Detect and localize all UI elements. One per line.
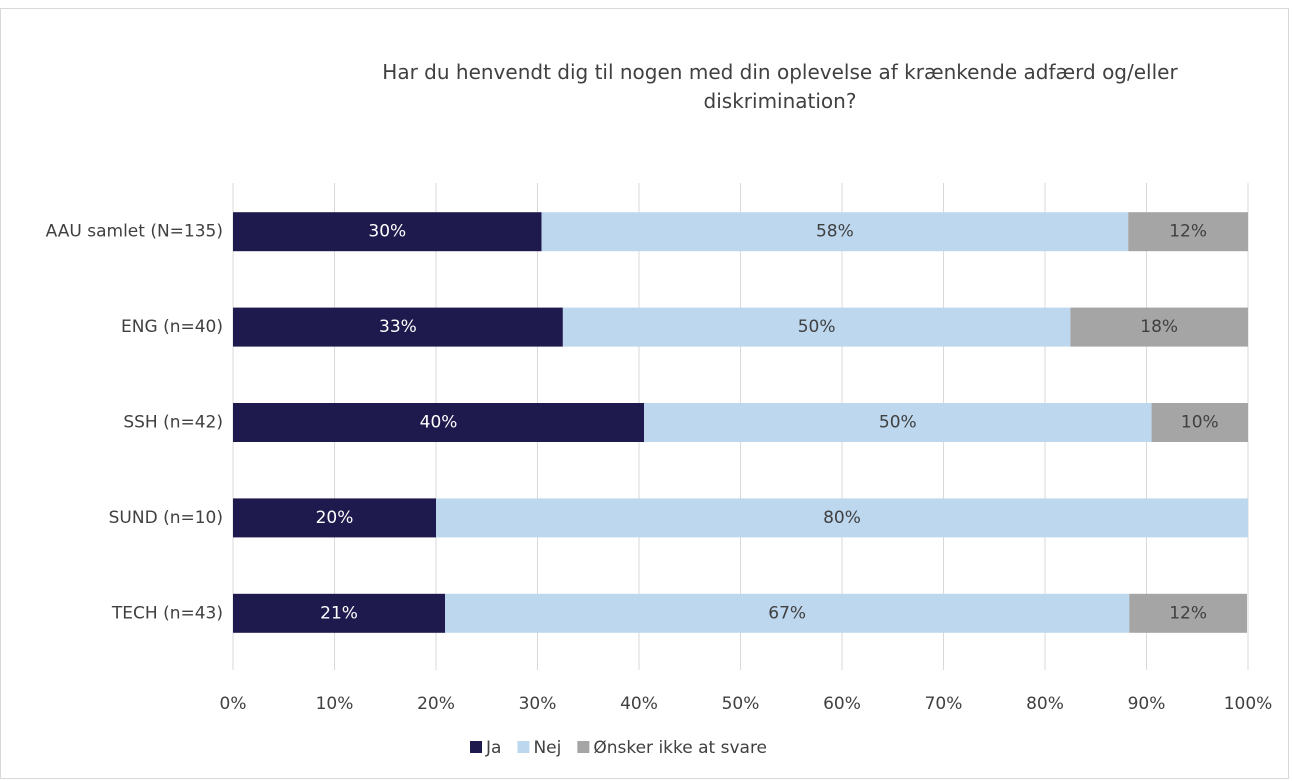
bar-segment	[541, 212, 1129, 252]
data-label: 50%	[879, 413, 917, 433]
bar-segment	[233, 212, 542, 252]
bar-segment	[1129, 593, 1247, 633]
data-label: 12%	[1169, 222, 1207, 242]
y-tick-label: AAU samlet (N=135)	[46, 222, 223, 242]
bar-segment	[436, 498, 1248, 538]
y-tick-label: TECH (n=43)	[111, 603, 223, 623]
x-tick-label: 80%	[1026, 694, 1064, 714]
x-tick-label: 50%	[722, 694, 760, 714]
y-tick-label: SUND (n=10)	[109, 508, 223, 528]
bar-segment	[233, 593, 446, 633]
data-label: 33%	[379, 317, 417, 337]
bar-segment	[1070, 307, 1248, 347]
data-label: 12%	[1169, 603, 1207, 623]
data-label: 21%	[320, 603, 358, 623]
x-tick-label: 20%	[417, 694, 455, 714]
x-tick-label: 60%	[823, 694, 861, 714]
data-label: 10%	[1181, 413, 1219, 433]
legend-label: Nej	[533, 738, 561, 758]
x-tick-label: 10%	[316, 694, 354, 714]
data-label: 50%	[798, 317, 836, 337]
legend-swatch	[517, 741, 530, 753]
chart-frame	[0, 8, 1289, 779]
chart-title: Har du henvendt dig til nogen med din op…	[382, 60, 1178, 113]
bar-segment	[644, 403, 1152, 442]
data-label: 20%	[316, 508, 354, 528]
data-label: 18%	[1140, 317, 1178, 337]
bar-segment	[233, 307, 563, 347]
data-label: 58%	[816, 222, 854, 242]
data-label: 30%	[368, 222, 406, 242]
legend-swatch	[470, 741, 482, 753]
y-tick-label: ENG (n=40)	[121, 317, 223, 337]
x-tick-label: 100%	[1224, 694, 1273, 714]
data-label: 67%	[768, 603, 806, 623]
x-tick-label: 90%	[1128, 694, 1166, 714]
x-tick-label: 70%	[925, 694, 963, 714]
bar-segment	[1128, 212, 1248, 252]
bar-segment	[233, 498, 436, 538]
bar-segment	[233, 403, 645, 442]
x-tick-label: 0%	[220, 694, 247, 714]
legend-swatch	[577, 741, 590, 753]
bar-segment	[445, 593, 1130, 633]
data-label: 40%	[420, 413, 458, 433]
x-tick-label: 30%	[519, 694, 557, 714]
legend-label: Ja	[485, 738, 501, 758]
bar-segment	[1151, 403, 1248, 442]
y-tick-label: SSH (n=42)	[123, 413, 223, 433]
legend-label: Ønsker ikke at svare	[593, 738, 767, 758]
bar-segment	[562, 307, 1071, 347]
x-tick-label: 40%	[620, 694, 658, 714]
data-label: 80%	[823, 508, 861, 528]
